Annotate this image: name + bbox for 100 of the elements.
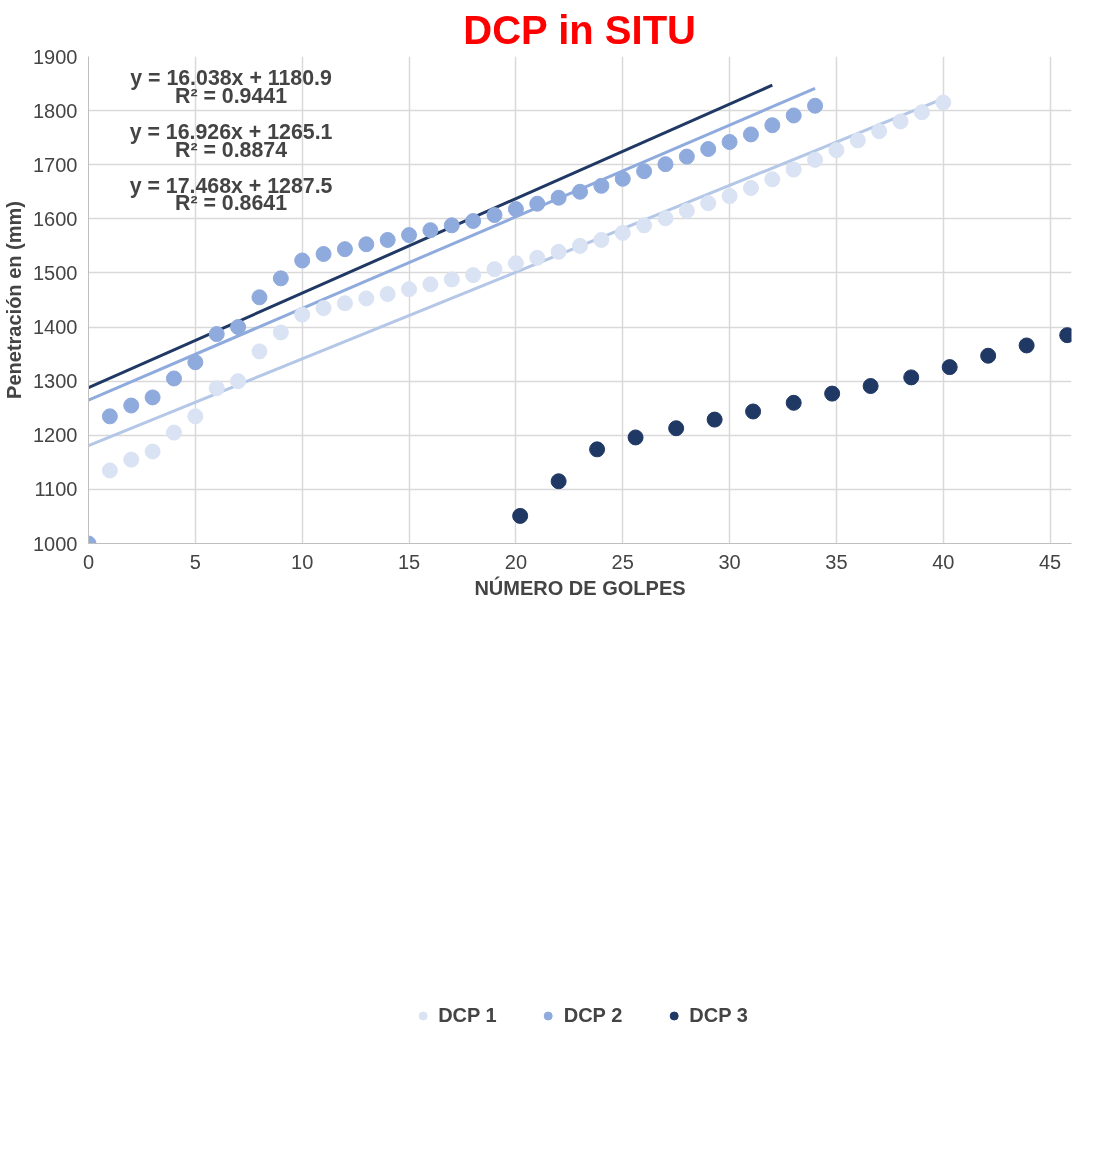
point	[550, 473, 567, 490]
y-tick-label: 1300	[33, 370, 78, 393]
y-tick-label: 1200	[33, 424, 78, 447]
y-tick-label: 1400	[33, 316, 78, 339]
point	[251, 343, 268, 360]
y-tick-label: 1700	[33, 153, 78, 176]
point	[336, 241, 353, 258]
point	[657, 210, 674, 227]
point	[123, 397, 140, 414]
point	[465, 267, 482, 284]
point	[512, 507, 529, 524]
point	[507, 255, 524, 272]
point	[187, 354, 204, 371]
legend-label: DCP 3	[689, 1003, 748, 1027]
point	[614, 170, 631, 187]
point	[358, 290, 375, 307]
point	[785, 161, 802, 178]
point	[465, 213, 482, 229]
point	[443, 271, 460, 288]
point	[144, 389, 161, 406]
point	[700, 141, 717, 158]
point	[101, 408, 118, 425]
point	[824, 385, 841, 402]
point	[593, 231, 610, 248]
y-tick-label: 1500	[33, 261, 78, 284]
point	[208, 380, 225, 397]
point	[657, 156, 674, 173]
point	[379, 286, 396, 303]
point	[251, 289, 268, 306]
point	[336, 295, 353, 312]
point	[807, 151, 824, 168]
point	[706, 411, 723, 428]
point	[572, 183, 588, 200]
point	[636, 217, 653, 234]
point	[764, 117, 781, 134]
point	[294, 306, 311, 323]
point	[187, 408, 204, 425]
x-tick-label: 25	[611, 550, 634, 573]
x-tick-label: 45	[1039, 550, 1062, 573]
point	[401, 227, 418, 244]
point	[593, 177, 610, 194]
point	[849, 132, 866, 149]
point	[807, 97, 824, 114]
x-tick-label: 5	[189, 550, 201, 573]
point	[443, 217, 460, 234]
x-axis-title: NÚMERO DE GOLPES	[474, 575, 686, 599]
point	[315, 246, 332, 262]
point	[678, 202, 695, 219]
point	[272, 324, 289, 341]
point	[721, 134, 738, 150]
point	[589, 441, 606, 458]
point	[272, 270, 289, 287]
point	[401, 281, 418, 298]
x-tick-label: 35	[825, 550, 848, 573]
point	[903, 369, 920, 386]
point	[572, 237, 588, 254]
point	[745, 403, 762, 420]
point	[668, 420, 685, 437]
point	[636, 163, 653, 180]
point	[529, 195, 546, 212]
point	[627, 429, 644, 446]
point	[678, 148, 695, 165]
point	[871, 123, 888, 140]
point	[208, 326, 225, 343]
point	[935, 94, 952, 111]
point	[913, 104, 930, 121]
point	[486, 261, 503, 278]
point	[1018, 337, 1035, 354]
point	[165, 424, 182, 441]
x-tick-label: 10	[291, 550, 314, 573]
x-tick-label: 40	[932, 550, 955, 573]
point	[422, 222, 439, 239]
point	[101, 462, 118, 479]
chart-title: DCP in SITU	[463, 7, 696, 52]
y-tick-label: 1600	[33, 207, 78, 230]
y-tick-label: 1800	[33, 99, 78, 122]
point	[785, 107, 802, 124]
x-tick-label: 30	[718, 550, 741, 573]
x-tick-label: 20	[504, 550, 528, 573]
y-tick-label: 1100	[34, 478, 78, 501]
point	[529, 249, 546, 266]
point	[892, 113, 909, 130]
x-tick-label: 15	[397, 550, 421, 573]
point	[700, 195, 717, 212]
point	[315, 300, 332, 317]
point	[980, 347, 997, 364]
point	[507, 201, 524, 218]
point	[828, 142, 845, 159]
point	[144, 443, 161, 460]
y-tick-label: 1000	[33, 532, 78, 555]
point	[294, 252, 311, 269]
point	[614, 224, 631, 241]
point	[230, 373, 247, 390]
point	[721, 188, 738, 205]
point	[358, 236, 375, 253]
point	[550, 243, 567, 260]
point	[785, 394, 802, 411]
point	[230, 319, 247, 336]
legend-label: DCP 1	[438, 1003, 497, 1027]
point	[165, 370, 182, 387]
